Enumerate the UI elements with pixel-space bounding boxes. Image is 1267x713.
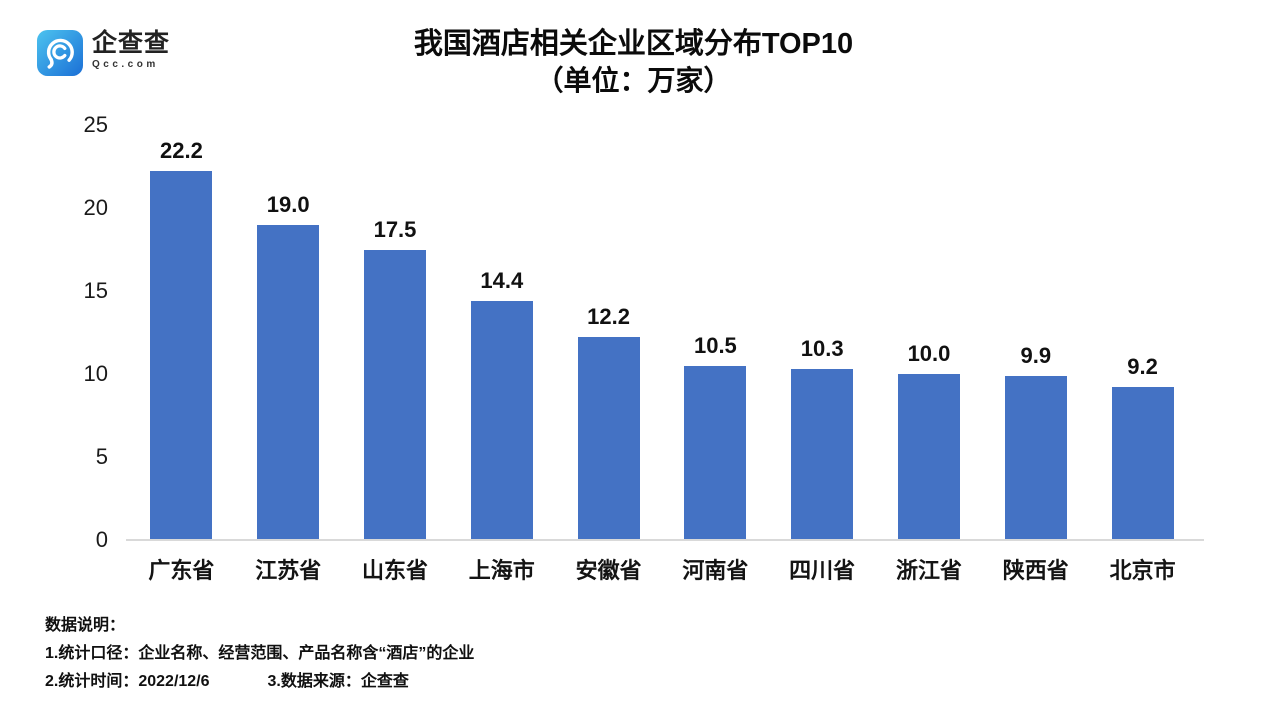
data-notes-stat-time: 2.统计时间：2022/12/6 [45,673,210,690]
qcc-magnifier-icon [37,30,83,76]
y-axis-tick-label: 0 [95,527,108,552]
bar-value-label: 10.3 [800,336,844,362]
bar-value-label: 19.0 [266,191,310,217]
chart-title-line2: （单位：万家） [535,65,732,96]
bar-slot: 10.5 [662,125,769,540]
bar-value-label: 10.5 [693,332,737,358]
data-notes-heading: 数据说明： [45,617,126,634]
bar-slot: 10.0 [876,125,983,540]
bar-value-label: 17.5 [373,216,417,242]
bar [470,300,533,540]
x-axis-category-labels: 广东省 江苏省 山东省 上海市 安徽省 河南省 四川省 浙江省 陕西省 北京市 [128,553,1196,585]
y-axis-tick-label: 15 [83,278,108,303]
bar-slot: 10.3 [769,125,876,540]
data-notes-line1: 1.统计口径：企业名称、经营范围、产品名称含“酒店”的企业 [45,645,475,662]
x-axis-category-label: 上海市 [468,558,535,583]
data-notes-source: 3.数据来源：企查查 [267,673,409,690]
brand-text: 企查查 Qcc.com [92,29,171,71]
x-axis-category-label: 安徽省 [575,558,642,583]
x-axis-category-label: 山东省 [361,558,428,583]
data-notes-line2: 2.统计时间：2022/12/6 3.数据来源：企查查 [45,668,474,696]
bar [791,369,854,540]
x-axis-category-label: 江苏省 [255,558,322,583]
brand-logo: 企查查 Qcc.com [37,30,170,76]
bar-series: 22.2 19.0 17.5 14.4 12.2 10.5 10.3 10.0 9.9 9.2 [128,125,1196,540]
bar-slot: 9.2 [1089,125,1196,540]
x-axis-category-label: 浙江省 [895,558,962,583]
bar-value-label: 10.0 [907,341,951,366]
bar-value-label: 22.2 [159,138,203,164]
y-axis-tick-label: 25 [83,112,108,137]
bar-value-label: 14.4 [480,267,524,293]
bar [257,224,320,540]
brand-name: 企查查 [92,29,171,57]
x-axis-category-label: 陕西省 [1002,558,1069,583]
bar-value-label: 9.2 [1127,354,1158,380]
bar-slot: 14.4 [448,125,555,540]
x-axis-line [126,539,1204,541]
y-axis-tick-label: 5 [95,444,108,469]
bar [684,365,747,540]
x-axis-category-label: 河南省 [682,558,749,583]
bar [897,374,960,540]
bar-slot: 17.5 [342,125,449,540]
bar-value-label: 12.2 [587,304,630,330]
plot-area: 22.2 19.0 17.5 14.4 12.2 10.5 10.3 10.0 9.9 9.2 [128,125,1196,540]
x-axis-category-label: 四川省 [789,558,856,583]
bar-value-label: 9.9 [1020,342,1052,368]
bar-slot: 12.2 [555,125,662,540]
x-axis-category-label: 广东省 [148,558,215,583]
bar [150,171,213,540]
bar [577,337,640,540]
data-notes: 数据说明： 1.统计口径：企业名称、经营范围、产品名称含“酒店”的企业 2.统计… [45,612,474,696]
y-axis-tick-label: 20 [83,195,108,220]
y-axis-tick-label: 10 [83,361,108,386]
bar [1111,387,1174,540]
chart-title: 我国酒店相关企业区域分布TOP10 （单位：万家） [0,26,1267,99]
bar-slot: 9.9 [982,125,1089,540]
brand-domain: Qcc.com [92,59,159,70]
bar [363,249,426,540]
bar-slot: 19.0 [235,125,342,540]
bar [1004,375,1067,540]
bar-slot: 22.2 [128,125,235,540]
x-axis-category-label: 北京市 [1109,558,1176,583]
chart-title-line1: 我国酒店相关企业区域分布TOP10 [413,28,854,60]
